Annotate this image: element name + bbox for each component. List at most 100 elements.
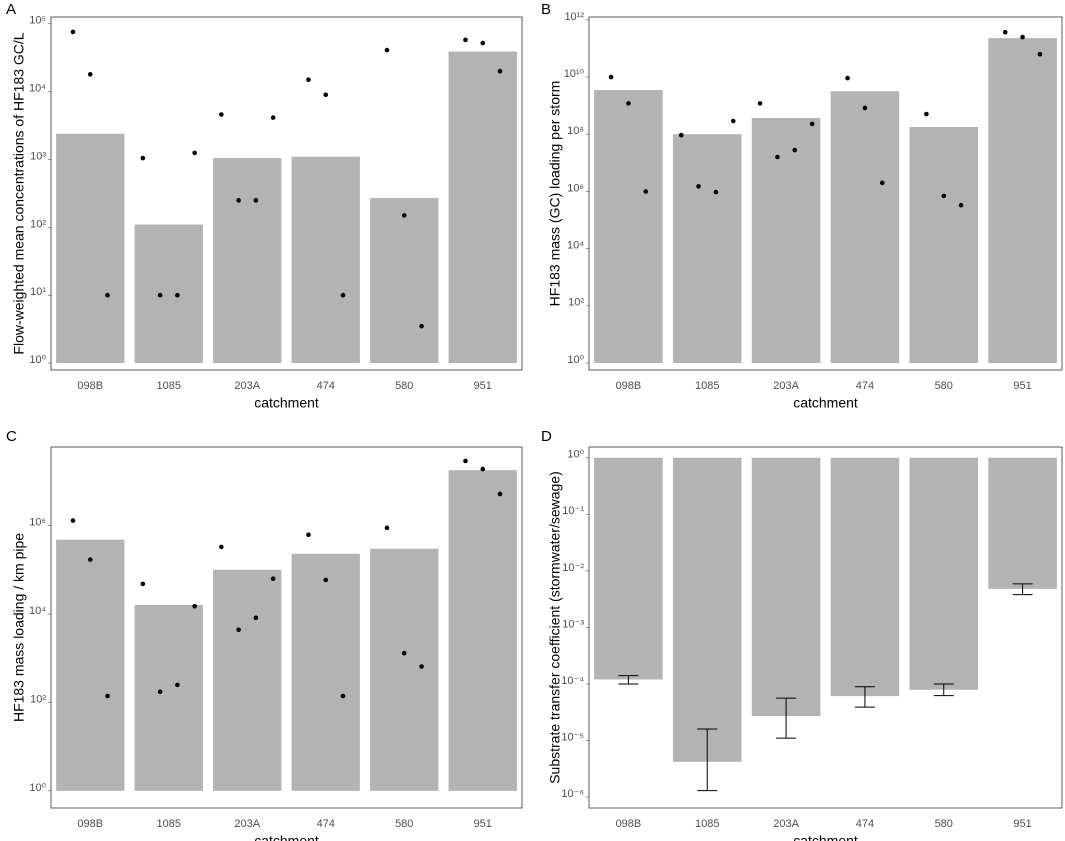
data-point — [87, 557, 93, 562]
y-tick-label: 10¹ — [30, 286, 46, 298]
data-point — [384, 47, 390, 53]
bar — [370, 198, 439, 364]
x-tick-label: 951 — [474, 818, 492, 830]
panel-label: C — [6, 428, 17, 445]
y-tick-label: 10⁻⁴ — [561, 675, 584, 687]
panel-label: B — [541, 1, 551, 18]
data-point — [140, 155, 146, 161]
data-point — [270, 576, 276, 581]
data-point — [463, 458, 468, 464]
data-point — [497, 68, 503, 74]
data-point — [1037, 51, 1043, 57]
x-axis-title: catchment — [793, 395, 858, 411]
plot-border — [588, 446, 1063, 809]
y-tick-label: 10⁻¹ — [562, 505, 584, 517]
data-point — [924, 111, 929, 117]
data-point — [862, 105, 868, 111]
data-point — [219, 544, 224, 550]
y-tick-label: 10² — [568, 297, 584, 309]
data-point — [157, 689, 163, 695]
data-point — [480, 40, 486, 46]
bar — [213, 569, 282, 791]
y-tick-label: 10⁴ — [29, 83, 46, 95]
data-point — [696, 184, 701, 189]
data-point — [340, 693, 346, 699]
x-axis-title: catchment — [254, 395, 319, 411]
y-tick-label: 10⁻⁶ — [561, 788, 584, 800]
y-axis-title: HF183 mass (GC) loading per storm — [547, 81, 563, 307]
x-tick-label: 203A — [234, 818, 260, 830]
x-tick-label: 1085 — [157, 380, 181, 392]
bar — [291, 553, 360, 791]
plot-border — [50, 16, 523, 371]
data-point — [958, 202, 964, 208]
bar — [134, 224, 203, 364]
data-point — [306, 532, 311, 538]
y-tick-label: 10⁸ — [567, 125, 584, 137]
data-point — [87, 72, 93, 77]
bar — [751, 118, 821, 364]
x-tick-label: 203A — [773, 818, 799, 830]
data-point — [157, 292, 163, 298]
bar — [370, 548, 439, 791]
y-tick-label: 10³ — [30, 150, 46, 162]
y-axis-title: HF183 mass loading / km pipe — [11, 533, 27, 722]
y-tick-label: 10⁶ — [567, 182, 584, 194]
y-tick-label: 10⁴ — [567, 240, 584, 252]
plot-border — [50, 446, 523, 809]
x-tick-label: 1085 — [157, 818, 181, 830]
x-tick-label: 098B — [616, 818, 642, 830]
data-point — [105, 292, 110, 298]
data-point — [419, 664, 424, 669]
y-axis-title: Substrate transfer coefficient (stormwat… — [547, 471, 563, 784]
bar — [672, 134, 742, 364]
y-tick-label: 10⁻⁵ — [561, 731, 584, 743]
x-tick-label: 474 — [317, 380, 335, 392]
x-tick-label: 203A — [773, 380, 799, 392]
data-point — [323, 92, 329, 98]
y-tick-label: 10¹⁰ — [564, 68, 585, 80]
data-point — [236, 627, 241, 633]
x-tick-label: 474 — [317, 818, 335, 830]
y-tick-label: 10² — [30, 218, 46, 230]
y-tick-label: 10⁰ — [567, 449, 584, 461]
y-tick-label: 10⁰ — [29, 782, 46, 794]
x-tick-label: 580 — [935, 818, 953, 830]
bar — [988, 38, 1057, 364]
data-point — [713, 189, 719, 195]
bar — [134, 605, 203, 791]
x-tick-label: 580 — [935, 380, 953, 392]
bar — [672, 457, 742, 762]
y-tick-label: 10⁰ — [567, 354, 584, 366]
bar — [830, 91, 900, 364]
bar — [56, 133, 125, 364]
y-tick-label: 10⁰ — [29, 354, 46, 366]
data-point — [175, 292, 180, 298]
data-point — [1020, 34, 1025, 40]
y-tick-label: 10⁻³ — [562, 618, 584, 630]
x-tick-label: 474 — [856, 380, 874, 392]
data-point — [480, 466, 486, 472]
x-tick-label: 203A — [234, 380, 260, 392]
data-point — [419, 323, 424, 329]
bar — [988, 457, 1057, 589]
data-point — [401, 650, 407, 656]
data-point — [70, 29, 76, 35]
data-point — [236, 198, 241, 203]
x-tick-label: 951 — [1013, 380, 1031, 392]
x-tick-label: 098B — [77, 818, 103, 830]
data-point — [253, 198, 259, 203]
data-point — [626, 101, 631, 106]
data-point — [757, 101, 763, 106]
x-tick-label: 098B — [616, 380, 642, 392]
data-point — [105, 693, 110, 699]
bar — [291, 156, 360, 364]
y-tick-label: 10⁵ — [29, 15, 46, 27]
y-tick-label: 10² — [30, 693, 46, 705]
data-point — [879, 180, 885, 186]
data-point — [941, 193, 947, 199]
y-tick-label: 10¹² — [564, 11, 584, 23]
bar — [909, 457, 979, 690]
data-point — [192, 150, 197, 156]
